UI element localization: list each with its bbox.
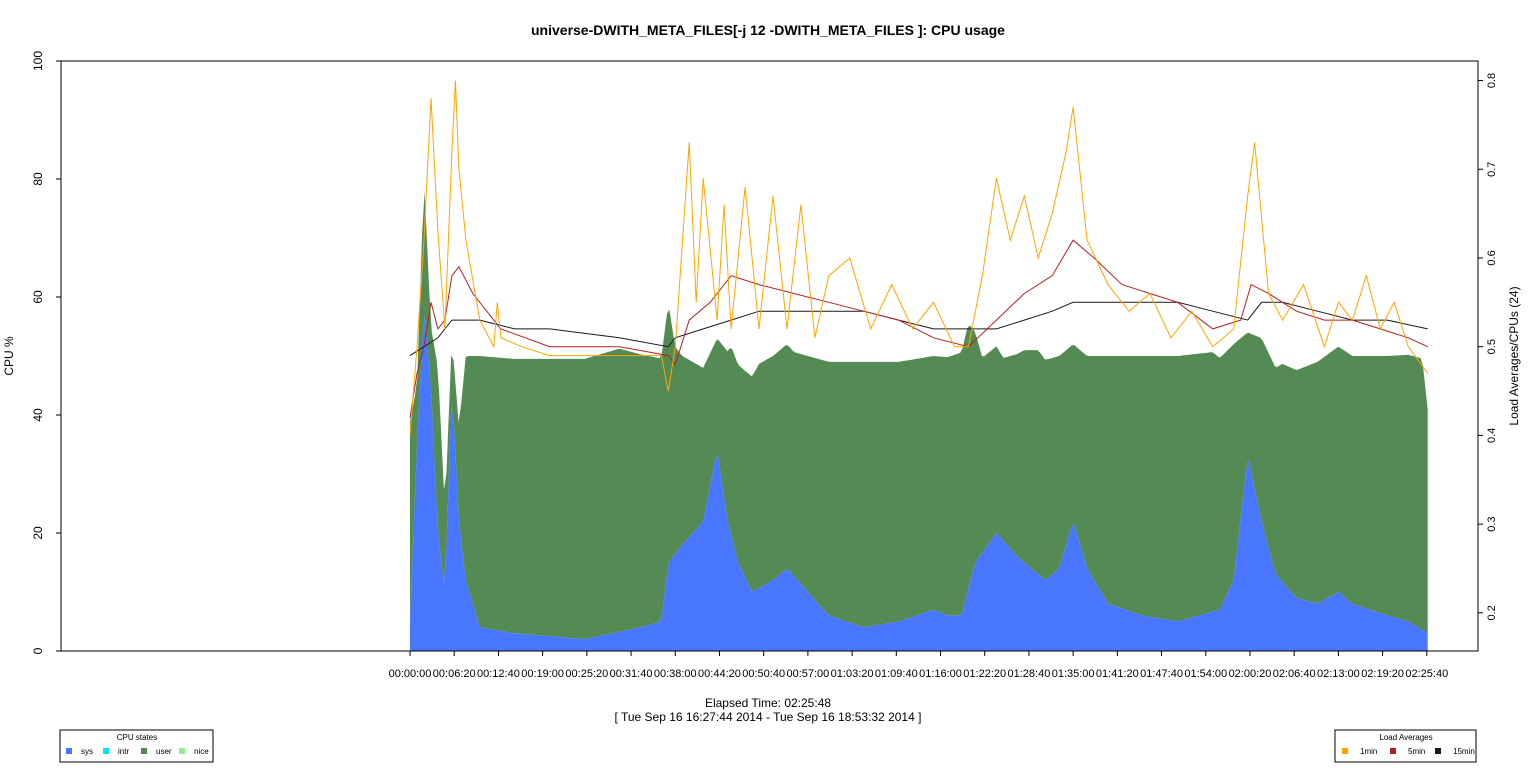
y2-tick-label: 0.7 (1486, 162, 1498, 177)
x-axis: 00:00:00 00:06:20 00:12:40 00:19:00 00:25:20… (389, 651, 1448, 680)
y-tick-label: 80 (31, 172, 45, 186)
x-tick-label: 00:00:00 (389, 668, 432, 680)
x-tick-label: 01:54:00 (1184, 668, 1227, 680)
y2-tick-label: 0.8 (1486, 73, 1498, 88)
x-tick-label: 00:31:40 (610, 668, 653, 680)
y2-tick-label: 0.5 (1486, 339, 1498, 354)
x-tick-label: 01:47:40 (1140, 668, 1183, 680)
cpu-legend-label-intr: intr (118, 747, 129, 756)
y-tick-label: 60 (31, 290, 45, 304)
y-axis-right: 0.2 0.3 0.4 0.5 0.6 0.7 0.8 (1478, 73, 1498, 620)
cpu-legend-swatch-sys (66, 748, 72, 754)
x-tick-label: 01:28:40 (1008, 668, 1051, 680)
cpu-legend-swatch-user (141, 748, 147, 754)
x-tick-label: 01:22:20 (963, 668, 1006, 680)
x-tick-label: 02:00:20 (1229, 668, 1272, 680)
load-averages-legend: Load Averages 1min 5min 15min (1334, 729, 1477, 763)
y2-axis-label: Load Averages/CPUs (24) (1507, 286, 1521, 425)
cpu-legend-box (59, 729, 214, 763)
y2-tick-label: 0.4 (1486, 428, 1498, 443)
y2-tick-label: 0.2 (1486, 605, 1498, 620)
load-legend-swatch-15min (1435, 748, 1441, 754)
load-legend-box (1334, 729, 1477, 763)
x-tick-label: 01:16:00 (919, 668, 962, 680)
y-tick-label: 100 (31, 51, 45, 71)
x-tick-label: 01:41:20 (1096, 668, 1139, 680)
y-axis-label: CPU % (2, 336, 16, 376)
cpu-legend-swatch-nice (179, 748, 185, 754)
x-tick-label: 00:50:40 (742, 668, 785, 680)
cpu-legend-title: CPU states (117, 733, 157, 742)
x-axis-sublabel: [ Tue Sep 16 16:27:44 2014 - Tue Sep 16 … (615, 710, 922, 724)
x-tick-label: 00:25:20 (565, 668, 608, 680)
x-tick-label: 00:57:00 (786, 668, 829, 680)
load-5min-line (409, 239, 1428, 418)
sys-area (410, 315, 1428, 651)
x-tick-label: 02:13:00 (1317, 668, 1360, 680)
x-tick-label: 01:09:40 (875, 668, 918, 680)
y-tick-label: 20 (31, 526, 45, 540)
load-legend-label-5min: 5min (1408, 747, 1425, 756)
load-legend-title: Load Averages (1379, 733, 1432, 742)
load-legend-label-1min: 1min (1360, 747, 1377, 756)
plot-marks (409, 80, 1429, 651)
x-tick-label: 01:35:00 (1052, 668, 1095, 680)
cpu-legend-label-sys: sys (81, 747, 93, 756)
cpu-legend-swatch-intr (103, 748, 109, 754)
x-tick-label: 00:38:00 (654, 668, 697, 680)
cpu-legend-label-user: user (156, 747, 172, 756)
x-axis-label: Elapsed Time: 02:25:48 (705, 696, 831, 710)
cpu-legend-label-nice: nice (194, 747, 209, 756)
y2-tick-label: 0.6 (1486, 250, 1498, 265)
x-tick-label: 00:19:00 (521, 668, 564, 680)
x-tick-label: 01:03:20 (831, 668, 874, 680)
load-legend-items: 1min 5min 15min (1342, 747, 1475, 756)
plot-frame (60, 60, 1479, 652)
user-area (410, 191, 1428, 640)
y-tick-label: 0 (31, 647, 45, 654)
chart-title: universe-DWITH_META_FILES[-j 12 -DWITH_M… (531, 22, 1005, 38)
load-1min-line (409, 80, 1429, 436)
load-legend-swatch-1min (1342, 748, 1348, 754)
y-axis-left: 0 20 40 60 80 100 (31, 51, 61, 654)
cpu-legend-items: sys intr user nice (66, 747, 209, 756)
load-legend-label-15min: 15min (1453, 747, 1475, 756)
load-legend-swatch-5min (1390, 748, 1396, 754)
y-tick-label: 40 (31, 408, 45, 422)
y2-tick-label: 0.3 (1486, 516, 1498, 531)
x-tick-label: 00:12:40 (477, 668, 520, 680)
x-tick-label: 00:44:20 (698, 668, 741, 680)
x-tick-label: 00:06:20 (433, 668, 476, 680)
x-tick-label: 02:06:40 (1273, 668, 1316, 680)
x-tick-label: 02:19:20 (1361, 668, 1404, 680)
cpu-states-legend: CPU states sys intr user nice (59, 729, 214, 763)
x-tick-label: 02:25:40 (1405, 668, 1448, 680)
